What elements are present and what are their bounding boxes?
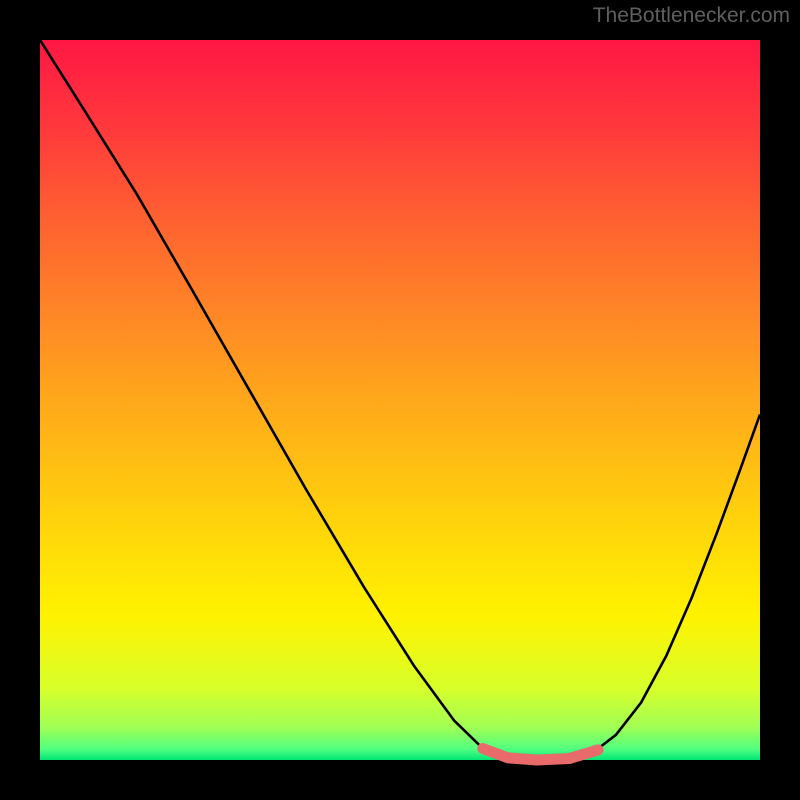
plot-background	[40, 40, 760, 760]
attribution-text: TheBottlenecker.com	[593, 4, 790, 28]
bottleneck-chart	[0, 0, 800, 800]
